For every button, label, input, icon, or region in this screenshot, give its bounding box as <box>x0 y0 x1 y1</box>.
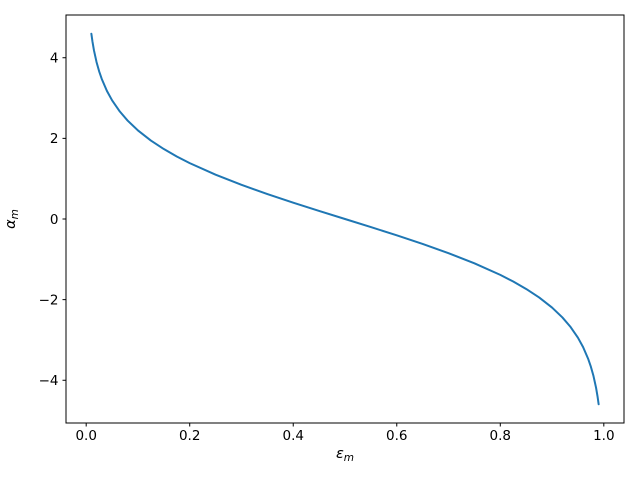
x-axis-label-subscript: m <box>344 452 354 464</box>
x-tick-label: 1.0 <box>593 428 614 444</box>
axes-spines <box>65 14 625 424</box>
y-tick-label: 2 <box>50 131 59 147</box>
x-tick-label: 0.2 <box>179 428 200 444</box>
x-tick-label: 0.6 <box>386 428 407 444</box>
y-axis-label: αm <box>3 209 21 229</box>
y-tick-label: −4 <box>39 373 59 389</box>
x-axis-ticks: 0.0 0.2 0.4 0.6 0.8 1.0 <box>75 423 615 444</box>
x-tick-label: 0.8 <box>490 428 511 444</box>
y-tick-label: −2 <box>39 292 59 308</box>
curve-line <box>90 32 600 406</box>
y-axis-label-subscript: m <box>9 209 21 219</box>
x-axis-label: εm <box>336 446 354 464</box>
y-axis-label-symbol: α <box>3 219 19 229</box>
y-axis-ticks: −4 −2 0 2 4 <box>39 51 66 389</box>
x-axis-label-symbol: ε <box>336 446 344 462</box>
y-tick-label: 0 <box>50 212 59 228</box>
x-tick-label: 0.4 <box>282 428 303 444</box>
x-tick-label: 0.0 <box>75 428 96 444</box>
y-tick-label: 4 <box>50 51 59 67</box>
